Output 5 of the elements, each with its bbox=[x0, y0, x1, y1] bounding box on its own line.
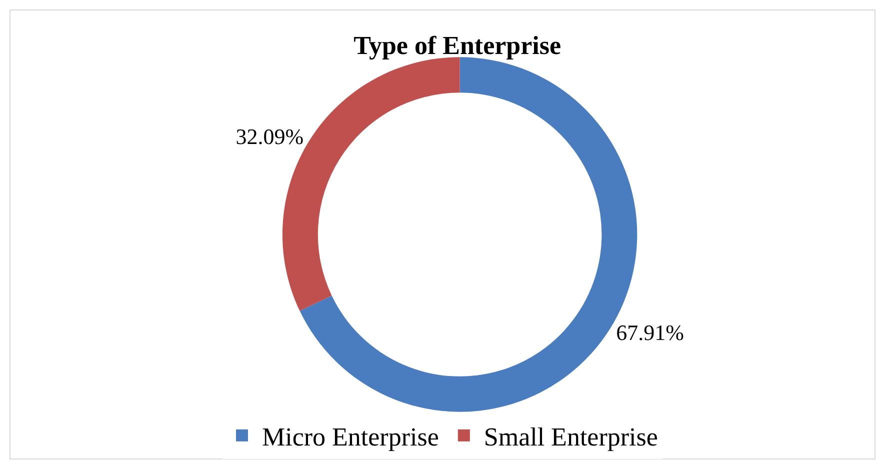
chart-title: Type of Enterprise bbox=[354, 31, 562, 60]
legend-label: Small Enterprise bbox=[484, 422, 658, 452]
legend-label: Micro Enterprise bbox=[262, 422, 439, 452]
data-label: 67.91% bbox=[616, 320, 684, 346]
data-label: 32.09% bbox=[236, 124, 304, 149]
